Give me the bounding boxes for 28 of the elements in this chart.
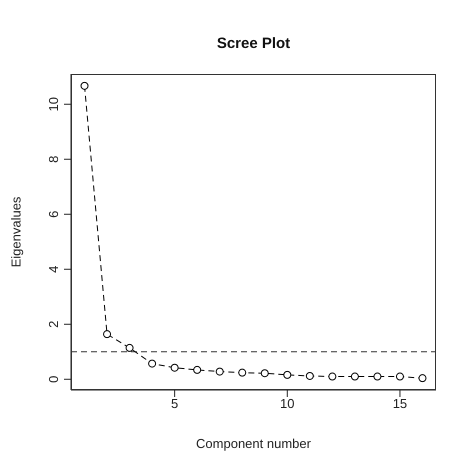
point bbox=[170, 364, 179, 372]
point bbox=[148, 360, 156, 368]
x-tick-label: 15 bbox=[392, 396, 408, 412]
x-tick-label: 10 bbox=[280, 396, 295, 412]
point bbox=[216, 368, 224, 376]
point bbox=[126, 344, 134, 352]
y-axis-title: Eigenvalues bbox=[8, 196, 24, 268]
point bbox=[350, 372, 359, 381]
point bbox=[103, 330, 112, 338]
point bbox=[193, 366, 202, 374]
y-tick-label: 4 bbox=[46, 266, 61, 273]
x-tick-label: 5 bbox=[171, 396, 178, 412]
point bbox=[396, 372, 404, 381]
point bbox=[418, 374, 426, 382]
y-tick-label: 0 bbox=[46, 376, 61, 383]
point bbox=[260, 369, 269, 378]
y-tick-label: 6 bbox=[46, 210, 61, 218]
y-tick-label: 8 bbox=[46, 156, 61, 163]
point bbox=[80, 82, 89, 90]
point bbox=[283, 370, 292, 379]
x-axis-title: Component number bbox=[196, 436, 312, 451]
y-tick-label: 10 bbox=[46, 97, 61, 112]
point bbox=[306, 372, 314, 380]
point bbox=[373, 372, 382, 381]
chart-title: Scree Plot bbox=[216, 35, 292, 52]
point bbox=[328, 372, 336, 381]
point bbox=[238, 368, 246, 377]
y-tick-label: 2 bbox=[46, 320, 61, 328]
